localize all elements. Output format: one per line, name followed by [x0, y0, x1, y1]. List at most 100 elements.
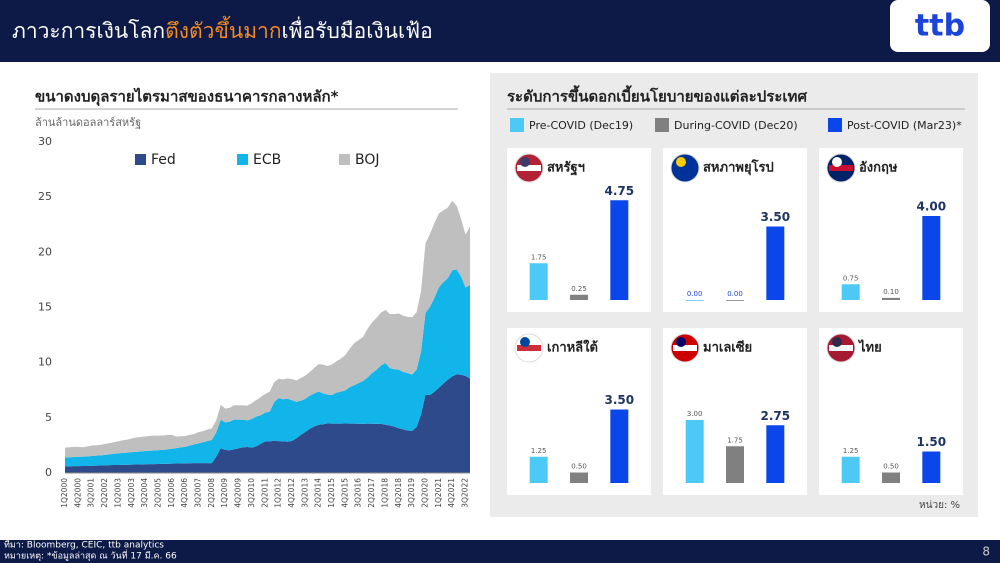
x-tick-label: 3Q2019 [407, 478, 416, 508]
x-tick-label: 3Q2016 [354, 478, 363, 508]
bar [529, 456, 548, 483]
y-tick-label: 30 [38, 135, 52, 148]
x-tick-label: 4Q2018 [394, 478, 403, 508]
slide-title: ภาวะการเงินโลกตึงตัวขึ้นมากเพื่อรับมือเง… [12, 16, 433, 43]
value-label: 2.75 [761, 409, 791, 423]
value-label: 0.10 [883, 288, 899, 296]
x-tick-label: 2Q2005 [153, 478, 162, 508]
bar [841, 284, 860, 300]
x-tick-label: 4Q2009 [234, 478, 243, 508]
flag-detail [832, 337, 842, 347]
logo-box [890, 0, 990, 52]
y-axis-label: ล้านล้านดอลลาร์สหรัฐ [35, 116, 141, 129]
x-tick-label: 2Q2008 [207, 478, 216, 508]
x-tick-label: 2Q2020 [420, 478, 429, 508]
x-tick-label: 1Q2015 [327, 478, 336, 508]
country-name: สหภาพยุโรป [703, 159, 774, 176]
legend-label: BOJ [355, 152, 380, 168]
bar [841, 456, 860, 483]
value-label: 0.50 [883, 463, 899, 471]
bar [685, 420, 704, 483]
value-label: 4.75 [605, 184, 635, 198]
flag-detail [673, 165, 697, 171]
value-label: 1.75 [727, 436, 743, 444]
y-tick-label: 15 [38, 301, 52, 314]
x-tick-label: 4Q2015 [340, 478, 349, 508]
legend-swatch [510, 118, 524, 132]
x-tick-label: 2Q2002 [100, 478, 109, 508]
title-part: ตึงตัวขึ้นมาก [165, 16, 281, 43]
note: หมายเหตุ: *ข้อมูลล่าสุด ณ วันที่ 17 มี.ค… [4, 549, 177, 562]
footer-bar [0, 540, 1000, 563]
x-tick-label: 3Q2010 [247, 478, 256, 508]
value-label: 3.50 [605, 393, 635, 407]
x-tick-label: 2Q2011 [260, 478, 269, 508]
bar [882, 472, 900, 483]
chart-title: ขนาดงบดุลรายไตรมาสของธนาคารกลางหลัก* [35, 87, 339, 107]
x-tick-label: 1Q2003 [113, 478, 122, 508]
country-name: ไทย [857, 339, 882, 356]
legend-swatch [655, 118, 669, 132]
value-label: 1.25 [843, 447, 859, 455]
bar [766, 425, 785, 483]
bar [726, 300, 744, 301]
country-name: สหรัฐฯ [547, 161, 585, 177]
bar [570, 294, 588, 300]
header-bar [0, 0, 1000, 62]
country-name: มาเลเซีย [703, 340, 752, 356]
value-label: 4.00 [917, 200, 947, 214]
value-label: 3.00 [687, 410, 703, 418]
bar [610, 200, 629, 300]
flag-detail [676, 337, 686, 347]
x-tick-label: 1Q2012 [274, 478, 283, 508]
title-part: เพื่อรับมือเงินเฟ้อ [282, 16, 433, 43]
flag-detail [520, 157, 530, 167]
x-tick-label: 1Q2009 [220, 478, 229, 508]
x-tick-label: 1Q2018 [380, 478, 389, 508]
bar [922, 451, 941, 483]
flag-detail [520, 337, 530, 347]
value-label: 1.75 [531, 253, 547, 261]
x-tick-label: 3Q2022 [461, 478, 470, 508]
flag-detail [673, 345, 697, 351]
value-label: 0.75 [843, 274, 859, 282]
x-tick-label: 4Q2003 [127, 478, 136, 508]
x-tick-label: 4Q2006 [180, 478, 189, 508]
bar [726, 446, 744, 483]
flag-detail [829, 345, 853, 351]
bar [766, 226, 785, 300]
bar [922, 216, 941, 300]
source: ที่มา: Bloomberg, CEIC, ttb analytics [4, 538, 164, 551]
y-tick-label: 20 [38, 245, 52, 258]
flag-detail [832, 157, 842, 167]
legend-swatch [339, 154, 350, 165]
x-tick-label: 4Q2021 [447, 478, 456, 508]
country-name: อังกฤษ [859, 161, 898, 176]
x-tick-label: 2Q2017 [367, 478, 376, 508]
y-tick-label: 5 [45, 411, 52, 424]
x-tick-label: 1Q2006 [167, 478, 176, 508]
value-label: 0.50 [571, 463, 587, 471]
x-tick-label: 3Q2001 [87, 478, 96, 508]
charts: ขนาดงบดุลรายไตรมาสของธนาคารกลางหลัก* ล้าน… [35, 85, 965, 511]
value-label: 0.25 [571, 285, 587, 293]
page-number: 8 [982, 545, 990, 559]
flag-detail [517, 345, 541, 351]
value-label: 3.50 [761, 210, 791, 224]
legend-label: ECB [253, 152, 281, 168]
chart-title: ระดับการขึ้นดอกเบี้ยนโยบายของแต่ละประเทศ [507, 85, 807, 106]
bar [570, 472, 588, 483]
area [65, 269, 470, 467]
y-tick-label: 10 [38, 356, 52, 369]
flag-detail [517, 165, 541, 171]
legend-swatch [135, 154, 146, 165]
x-tick-label: 1Q2000 [60, 478, 69, 508]
unit-note: หน่วย: % [919, 500, 960, 511]
logo: ttb [915, 9, 965, 44]
bar [882, 297, 900, 300]
x-tick-label: 3Q2004 [140, 478, 149, 508]
x-tick-label: 3Q2007 [194, 478, 203, 508]
area [65, 374, 470, 473]
value-label: 0.00 [687, 290, 703, 298]
